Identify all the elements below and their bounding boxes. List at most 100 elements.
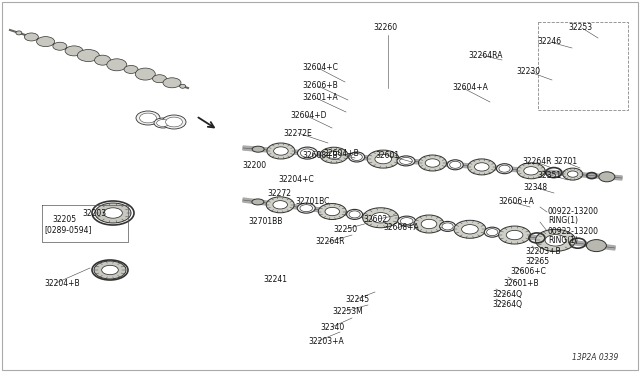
Ellipse shape — [318, 203, 346, 219]
Text: 32604+A: 32604+A — [452, 83, 488, 93]
Ellipse shape — [157, 119, 170, 126]
Ellipse shape — [599, 172, 615, 182]
Ellipse shape — [497, 164, 513, 174]
Text: RING(1): RING(1) — [548, 235, 578, 244]
Text: 32348: 32348 — [523, 183, 547, 192]
Ellipse shape — [484, 227, 500, 237]
Ellipse shape — [563, 168, 583, 180]
Ellipse shape — [180, 84, 186, 88]
Ellipse shape — [135, 68, 156, 80]
Ellipse shape — [545, 235, 566, 246]
Text: 32601+A: 32601+A — [302, 93, 338, 103]
Text: 32245: 32245 — [345, 295, 369, 304]
Ellipse shape — [375, 154, 392, 164]
Ellipse shape — [347, 209, 363, 219]
Ellipse shape — [16, 31, 22, 35]
Ellipse shape — [414, 215, 444, 233]
Ellipse shape — [300, 205, 312, 212]
Text: 32701BB: 32701BB — [248, 218, 282, 227]
Ellipse shape — [273, 201, 287, 209]
Text: 32606+B: 32606+B — [302, 81, 338, 90]
Ellipse shape — [140, 113, 156, 123]
Text: 32204+C: 32204+C — [278, 174, 314, 183]
Ellipse shape — [421, 219, 437, 229]
Ellipse shape — [349, 152, 365, 162]
Ellipse shape — [152, 75, 166, 83]
Text: 32606+C: 32606+C — [510, 267, 546, 276]
Ellipse shape — [524, 167, 538, 175]
Text: 32601: 32601 — [375, 151, 399, 160]
Text: 32250: 32250 — [333, 224, 357, 234]
Text: 32701BC: 32701BC — [295, 198, 330, 206]
Ellipse shape — [95, 55, 111, 65]
Text: 32604+D: 32604+D — [290, 110, 326, 119]
Ellipse shape — [367, 150, 399, 168]
Ellipse shape — [454, 220, 486, 238]
Ellipse shape — [517, 163, 545, 179]
Ellipse shape — [506, 230, 523, 240]
Ellipse shape — [267, 143, 295, 159]
Ellipse shape — [166, 117, 182, 127]
Ellipse shape — [486, 229, 498, 235]
Ellipse shape — [320, 147, 348, 163]
Text: 32230: 32230 — [516, 67, 540, 77]
Text: 32604+B: 32604+B — [323, 150, 359, 158]
Ellipse shape — [442, 223, 453, 230]
Ellipse shape — [450, 161, 461, 168]
Text: 32606+A: 32606+A — [498, 198, 534, 206]
Text: 13P2A 0339: 13P2A 0339 — [572, 353, 618, 362]
Ellipse shape — [447, 160, 463, 170]
Text: 32602: 32602 — [363, 215, 387, 224]
Ellipse shape — [53, 42, 67, 50]
Ellipse shape — [77, 49, 99, 61]
Text: 32203: 32203 — [82, 208, 106, 218]
Ellipse shape — [95, 203, 131, 223]
Text: 32241: 32241 — [263, 276, 287, 285]
Ellipse shape — [474, 163, 489, 171]
Ellipse shape — [94, 261, 126, 279]
Ellipse shape — [536, 229, 575, 251]
Text: 32264Q: 32264Q — [492, 301, 522, 310]
Ellipse shape — [107, 59, 127, 71]
Ellipse shape — [419, 155, 447, 171]
Ellipse shape — [24, 33, 38, 41]
Text: 32272: 32272 — [267, 189, 291, 198]
Text: 32203+B: 32203+B — [525, 247, 561, 257]
Text: 32272E: 32272E — [283, 128, 312, 138]
Text: 32204+B: 32204+B — [44, 279, 79, 288]
Ellipse shape — [568, 171, 578, 177]
Text: [0289-0594]: [0289-0594] — [44, 225, 92, 234]
Text: 32203+A: 32203+A — [308, 337, 344, 346]
Ellipse shape — [274, 147, 288, 155]
Ellipse shape — [401, 218, 413, 225]
Ellipse shape — [297, 203, 316, 213]
Ellipse shape — [300, 149, 314, 157]
Ellipse shape — [252, 146, 264, 152]
Text: 32701: 32701 — [553, 157, 577, 167]
Polygon shape — [243, 146, 622, 180]
Text: 32265: 32265 — [525, 257, 549, 266]
Ellipse shape — [65, 46, 83, 56]
Ellipse shape — [266, 197, 294, 213]
Ellipse shape — [399, 157, 412, 164]
Text: 32205: 32205 — [52, 215, 76, 224]
Text: 32601+B: 32601+B — [503, 279, 539, 288]
Text: 32253: 32253 — [568, 23, 592, 32]
Text: 32246: 32246 — [537, 38, 561, 46]
Text: 00922-13200: 00922-13200 — [548, 227, 599, 235]
Ellipse shape — [349, 211, 360, 218]
Ellipse shape — [440, 221, 456, 231]
Text: 32351: 32351 — [537, 170, 561, 180]
Text: 32340: 32340 — [320, 323, 344, 331]
Text: 00922-13200: 00922-13200 — [548, 208, 599, 217]
Ellipse shape — [363, 208, 399, 228]
Ellipse shape — [104, 208, 122, 218]
Ellipse shape — [499, 165, 510, 172]
Text: 32608+A: 32608+A — [383, 224, 419, 232]
Ellipse shape — [124, 65, 138, 73]
Polygon shape — [243, 198, 615, 250]
Ellipse shape — [102, 265, 118, 275]
Text: 32608+B: 32608+B — [302, 151, 338, 160]
Text: 32264Q: 32264Q — [492, 291, 522, 299]
Ellipse shape — [298, 147, 317, 159]
